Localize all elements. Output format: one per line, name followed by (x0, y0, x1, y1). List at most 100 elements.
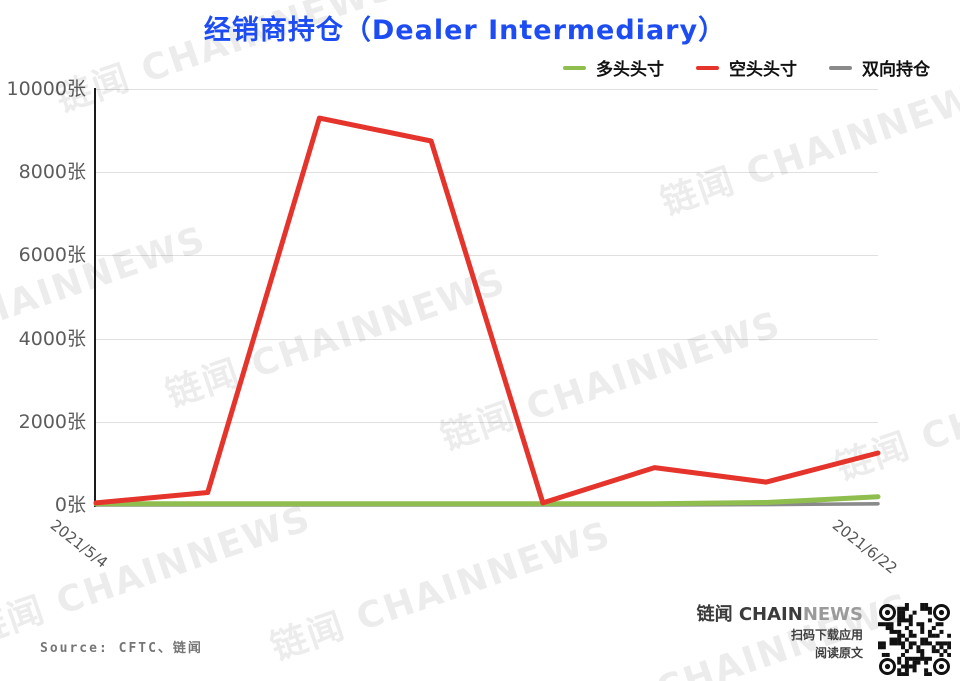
qr-module (939, 622, 944, 627)
qr-module (912, 656, 917, 661)
qr-module (878, 622, 882, 627)
brand-watermark: 链闻 CHAINNEWS (0, 497, 317, 653)
qr-module (920, 641, 925, 646)
footer-line-download: 扫码下载应用 (790, 628, 863, 642)
y-axis-tick-label: 10000张 (6, 78, 86, 100)
qr-module (920, 626, 925, 631)
qr-module (885, 622, 890, 627)
qr-module (881, 622, 886, 627)
x-axis-label-first: 2021/5/4 (46, 516, 112, 572)
qr-module (901, 652, 906, 657)
qr-module (901, 641, 906, 646)
qr-module (927, 672, 932, 676)
qr-module (893, 637, 898, 642)
qr-module (935, 649, 940, 654)
qr-module (935, 633, 940, 638)
qr-module (920, 656, 925, 661)
legend-item[interactable]: 空头头寸 (696, 55, 797, 80)
qr-module (931, 626, 936, 631)
qr-module (924, 606, 929, 611)
qr-module (927, 629, 932, 634)
qr-code (878, 603, 951, 676)
qr-module (920, 603, 925, 607)
qr-module (924, 660, 929, 665)
gridline (96, 421, 878, 423)
qr-module (947, 652, 951, 657)
qr-module (897, 622, 902, 627)
qr-module (908, 614, 913, 619)
footer-brand-block: 链闻 CHAINNEWS 扫码下载应用 阅读原文 (697, 604, 863, 662)
gridline (96, 172, 878, 174)
legend-item[interactable]: 多头头寸 (563, 55, 664, 80)
qr-module (901, 664, 906, 669)
chart-legend: 多头头寸 空头头寸 双向持仓 (563, 55, 930, 80)
y-axis-tick-label: 6000张 (18, 244, 86, 267)
qr-module (881, 645, 886, 650)
y-axis-tick-label: 0张 (54, 494, 86, 516)
qr-module (904, 603, 909, 607)
legend-swatch-icon (829, 65, 852, 70)
qr-module (931, 649, 936, 654)
qr-module (912, 633, 917, 638)
qr-module (947, 633, 951, 638)
qr-module (916, 656, 921, 661)
qr-module (924, 637, 929, 642)
qr-module (920, 649, 925, 654)
qr-module (927, 641, 932, 646)
qr-module (908, 629, 913, 634)
qr-module (904, 672, 909, 676)
qr-module (943, 641, 948, 646)
legend-label: 空头头寸 (729, 60, 797, 80)
qr-module (908, 664, 913, 669)
qr-module (939, 652, 944, 657)
gridline (96, 255, 878, 257)
qr-module (904, 626, 909, 631)
qr-module (878, 641, 882, 646)
qr-module (897, 641, 902, 646)
qr-module (947, 641, 951, 646)
qr-module (927, 610, 932, 615)
qr-finder-ring-icon (879, 604, 896, 621)
qr-module (889, 629, 894, 634)
x-axis-label-last: 2021/6/22 (828, 516, 901, 578)
brand-watermark: 链闻 CHAINNEWS (0, 218, 212, 374)
qr-module (947, 645, 951, 650)
qr-module (924, 603, 929, 607)
qr-module (897, 610, 902, 615)
qr-finder-dot-icon (938, 663, 945, 670)
series-line-both (94, 502, 880, 507)
qr-finder-ring-icon (933, 658, 950, 675)
qr-module (897, 637, 902, 642)
brand-watermark: 链闻 CHAINNEWS (655, 68, 960, 224)
series-line-short (93, 115, 881, 506)
qr-module (885, 626, 890, 631)
qr-module (901, 610, 906, 615)
qr-module (878, 645, 882, 650)
qr-module (920, 652, 925, 657)
qr-module (939, 641, 944, 646)
y-axis-line (94, 88, 96, 507)
qr-module (904, 649, 909, 654)
legend-item[interactable]: 双向持仓 (829, 55, 930, 80)
qr-module (904, 664, 909, 669)
qr-module (881, 652, 886, 657)
qr-module (927, 656, 932, 661)
qr-module (927, 618, 932, 623)
qr-module (931, 645, 936, 650)
qr-module (916, 649, 921, 654)
series-line-long (93, 494, 881, 507)
qr-module (904, 660, 909, 665)
legend-swatch-icon (563, 65, 586, 70)
qr-module (920, 629, 925, 634)
qr-module (889, 622, 894, 627)
qr-module (897, 606, 902, 611)
qr-module (939, 629, 944, 634)
qr-module (920, 637, 925, 642)
brand-watermark: 链闻 CHAINNEWS (160, 260, 512, 416)
y-axis-tick-label: 2000张 (18, 410, 86, 433)
qr-module (904, 656, 909, 661)
